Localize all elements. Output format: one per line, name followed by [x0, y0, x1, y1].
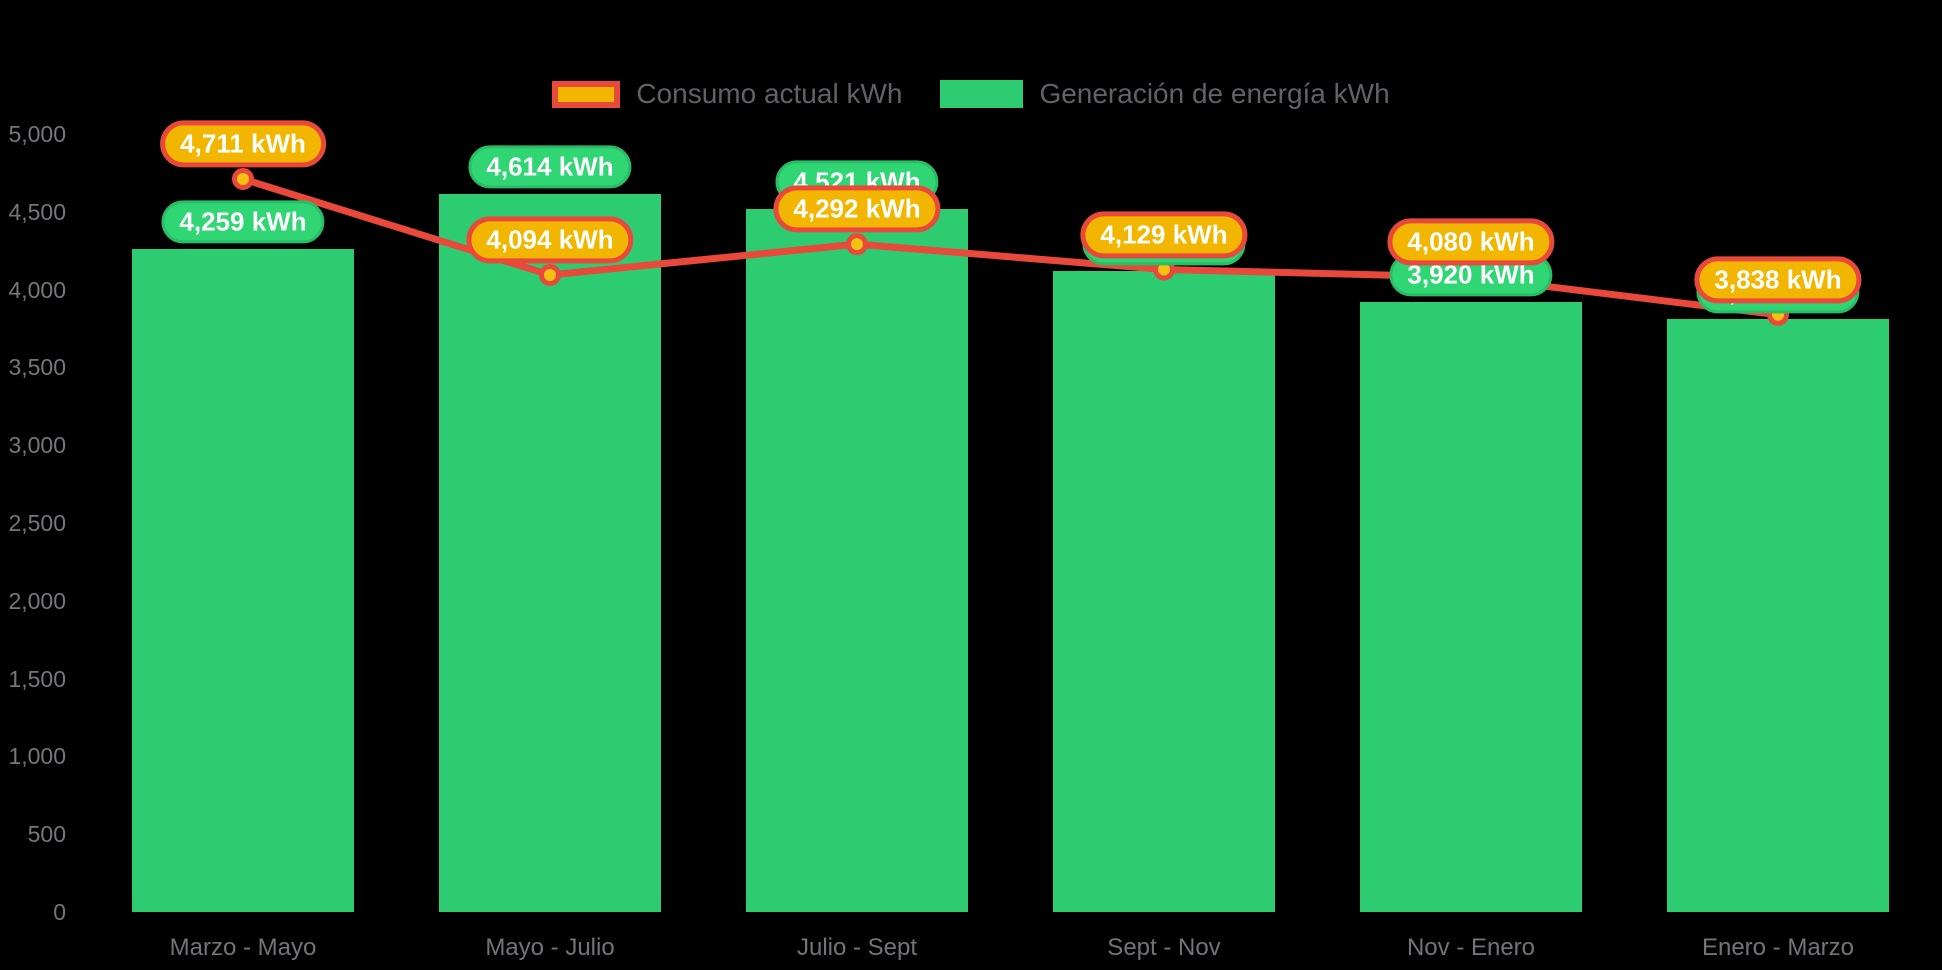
x-category-label: Nov - Enero: [1406, 934, 1536, 961]
y-tick-label: 4,500: [8, 198, 66, 225]
y-tick-label: 0: [53, 899, 66, 925]
consumption-value-badge: 4,094 kWh: [466, 216, 634, 264]
legend-item-consumption[interactable]: Consumo actual kWh: [552, 78, 902, 110]
generation-bar[interactable]: [746, 208, 968, 912]
line-point-marker[interactable]: [846, 233, 868, 256]
y-tick-label: 4,000: [8, 276, 66, 303]
x-category-label: Enero - Marzo: [1701, 934, 1855, 961]
generation-bar[interactable]: [1360, 302, 1582, 912]
generation-legend-label: Generación de energía kWh: [1039, 78, 1390, 109]
legend-item-generation[interactable]: Generación de energía kWh: [940, 78, 1390, 110]
x-category-label: Sept - Nov: [1107, 934, 1221, 961]
generation-value-badge: 4,259 kWh: [161, 200, 325, 244]
consumption-value-badge: 4,080 kWh: [1387, 218, 1555, 266]
x-category-label: Julio - Sept: [796, 934, 918, 961]
chart-legend: Consumo actual kWh Generación de energía…: [0, 78, 1942, 110]
generation-bar[interactable]: [1053, 270, 1275, 912]
y-tick-label: 2,500: [8, 510, 66, 536]
consumption-value-badge: 4,711 kWh: [160, 120, 326, 168]
y-tick-label: 500: [27, 821, 66, 848]
x-category-label: Mayo - Julio: [485, 934, 615, 961]
generation-value-badge: 4,614 kWh: [468, 145, 632, 189]
consumption-value-badge: 4,129 kWh: [1080, 210, 1248, 259]
y-tick-label: 3,000: [8, 432, 66, 459]
y-tick-label: 1,500: [8, 665, 66, 692]
y-tick-label: 1,000: [8, 743, 66, 770]
y-tick-label: 3,500: [8, 354, 66, 381]
generation-bar[interactable]: [132, 249, 354, 912]
consumption-value-badge: 3,838 kWh: [1694, 256, 1862, 304]
y-tick-label: 5,000: [8, 121, 66, 147]
y-tick-label: 2,000: [8, 587, 66, 614]
generation-bar[interactable]: [439, 194, 661, 912]
generation-legend-swatch-icon: [940, 80, 1024, 108]
consumption-value-badge: 4,292 kWh: [773, 185, 941, 233]
x-category-label: Marzo - Mayo: [169, 934, 317, 961]
generation-bar[interactable]: [1667, 319, 1889, 912]
consumption-legend-swatch-icon: [552, 80, 621, 108]
line-point-marker[interactable]: [232, 167, 254, 190]
line-point-marker[interactable]: [539, 263, 561, 286]
consumption-legend-label: Consumo actual kWh: [636, 78, 903, 109]
